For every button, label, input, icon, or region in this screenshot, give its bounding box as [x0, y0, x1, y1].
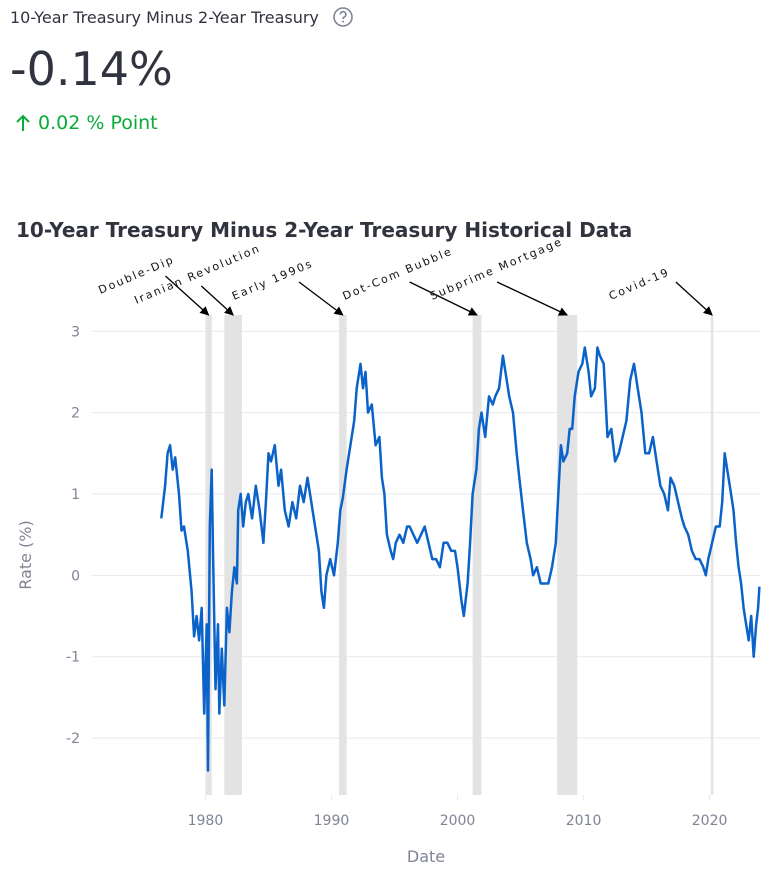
- y-tick-label: 0: [71, 568, 80, 584]
- recession-band: [339, 315, 347, 795]
- band-arrow: [200, 285, 234, 316]
- line-series: [160, 346, 761, 772]
- metric-label: 10-Year Treasury Minus 2-Year Treasury: [10, 6, 354, 28]
- band-label: Early 1990s: [230, 257, 315, 303]
- x-tick-label: 1990: [314, 813, 350, 829]
- x-tick-label: 2000: [440, 813, 476, 829]
- recession-band: [710, 315, 714, 795]
- y-tick-label: 2: [71, 406, 80, 422]
- help-icon[interactable]: [332, 6, 354, 28]
- recession-band: [224, 315, 242, 795]
- band-arrow: [675, 281, 713, 316]
- x-tick-label: 2020: [692, 813, 728, 829]
- y-axis-title: Rate (%): [16, 520, 35, 589]
- metric-label-text: 10-Year Treasury Minus 2-Year Treasury: [10, 8, 319, 27]
- delta-arrow: [16, 114, 30, 131]
- y-tick-label: 3: [71, 324, 80, 340]
- y-tick-label: -1: [66, 650, 80, 666]
- metric-value: -0.14%: [10, 42, 173, 96]
- band-label: Covid-19: [607, 265, 672, 302]
- y-tick-label: -2: [66, 731, 80, 747]
- x-tick-label: 2010: [566, 813, 602, 829]
- metric-delta-text: 0.02 % Point: [38, 112, 158, 134]
- band-arrow: [164, 275, 210, 316]
- recession-band: [557, 315, 578, 795]
- metric-delta: 0.02 % Point: [14, 112, 158, 134]
- x-tick-label: 1980: [188, 813, 224, 829]
- y-tick-label: 1: [71, 487, 80, 503]
- band-arrow: [298, 281, 344, 316]
- x-axis-title: Date: [407, 847, 445, 866]
- band-arrow: [496, 281, 568, 316]
- recession-band: [472, 315, 482, 795]
- chart-title: 10-Year Treasury Minus 2-Year Treasury H…: [16, 218, 633, 242]
- band-arrow: [409, 281, 478, 316]
